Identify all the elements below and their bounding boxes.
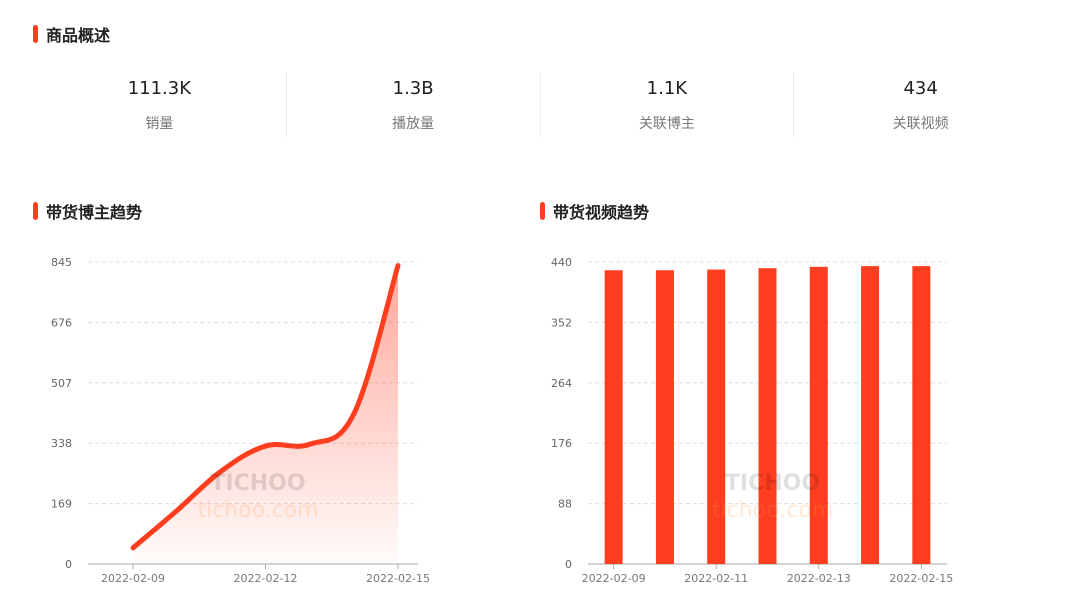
chart-title: 带货视频趋势 bbox=[553, 203, 650, 222]
accent-bar bbox=[33, 25, 38, 43]
stat-value: 434 bbox=[903, 78, 938, 99]
bar bbox=[758, 268, 777, 564]
stats-row: 111.3K 销量 1.3B 播放量 1.1K 关联博主 434 关联视频 bbox=[33, 72, 1047, 138]
y-tick-label: 88 bbox=[558, 498, 572, 511]
y-tick-label: 845 bbox=[51, 256, 72, 269]
watermark-brand: TICHOO bbox=[210, 471, 305, 496]
stat-value: 1.1K bbox=[646, 78, 688, 99]
bar bbox=[707, 269, 726, 564]
stat-value: 111.3K bbox=[127, 78, 192, 99]
bar bbox=[861, 266, 880, 564]
y-tick-label: 264 bbox=[551, 377, 572, 390]
blogger-trend-title: 带货博主趋势 bbox=[33, 199, 142, 223]
y-tick-label: 338 bbox=[51, 437, 72, 450]
x-tick-label: 2022-02-09 bbox=[101, 572, 165, 585]
bar bbox=[655, 270, 674, 564]
video-trend-title: 带货视频趋势 bbox=[540, 199, 649, 223]
x-tick-label: 2022-02-15 bbox=[366, 572, 430, 585]
x-tick-label: 2022-02-15 bbox=[889, 572, 953, 585]
y-tick-label: 676 bbox=[51, 316, 72, 329]
watermark-brand: TICHOO bbox=[725, 471, 820, 496]
watermark-domain: tichoo.com bbox=[197, 498, 318, 523]
series-line bbox=[130, 263, 401, 551]
stat-sales: 111.3K 销量 bbox=[33, 72, 287, 138]
bar bbox=[809, 266, 828, 564]
overview-title-text: 商品概述 bbox=[46, 26, 111, 45]
x-tick-label: 2022-02-13 bbox=[787, 572, 851, 585]
bar bbox=[604, 270, 623, 564]
stat-label: 关联视频 bbox=[892, 116, 949, 132]
y-tick-label: 0 bbox=[565, 558, 572, 571]
stat-plays: 1.3B 播放量 bbox=[287, 72, 541, 138]
y-tick-label: 0 bbox=[65, 558, 72, 571]
y-tick-label: 176 bbox=[551, 437, 572, 450]
bar bbox=[912, 266, 931, 564]
overview-title: 商品概述 bbox=[33, 22, 110, 46]
y-tick-label: 507 bbox=[51, 377, 72, 390]
x-tick-label: 2022-02-09 bbox=[582, 572, 646, 585]
stat-value: 1.3B bbox=[392, 78, 434, 99]
stat-label: 关联博主 bbox=[638, 116, 695, 132]
stat-bloggers: 1.1K 关联博主 bbox=[541, 72, 795, 138]
accent-bar bbox=[33, 202, 38, 220]
accent-bar bbox=[540, 202, 545, 220]
area-fill bbox=[133, 265, 398, 564]
y-tick-label: 440 bbox=[551, 256, 572, 269]
y-tick-label: 169 bbox=[51, 498, 72, 511]
x-tick-label: 2022-02-11 bbox=[684, 572, 748, 585]
watermark-domain: tichoo.com bbox=[712, 498, 833, 523]
x-tick-label: 2022-02-12 bbox=[234, 572, 298, 585]
stat-videos: 434 关联视频 bbox=[794, 72, 1047, 138]
stat-label: 播放量 bbox=[392, 116, 435, 132]
chart-title: 带货博主趋势 bbox=[46, 203, 143, 222]
y-tick-label: 352 bbox=[551, 316, 572, 329]
stat-label: 销量 bbox=[145, 116, 174, 132]
